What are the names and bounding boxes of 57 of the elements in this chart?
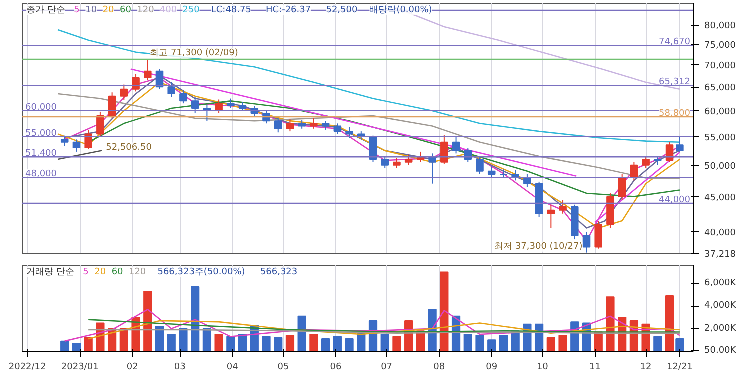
annotation: 52,500 <box>326 6 358 16</box>
y-tick-label: 40,000 <box>704 228 736 238</box>
x-tick-label: 05 <box>278 362 290 372</box>
y-tick-label: 2,000K <box>704 324 738 334</box>
legend-title: 종가 단순 <box>26 6 66 16</box>
text: 250 <box>182 6 200 16</box>
annotation: 566,323주(50.00%) <box>158 268 246 278</box>
y-tick-label: 50,000 <box>704 162 736 172</box>
x-tick-label: 07 <box>381 362 393 372</box>
y-tick-label: 70,000 <box>704 61 736 72</box>
x-tick-label: 12/21 <box>666 362 693 372</box>
x-tick-label: 2023/01 <box>61 362 99 372</box>
ref-line-label: 44,000 <box>659 196 691 206</box>
ref-line-label: 51,400 <box>26 149 58 160</box>
annotation: LC:48.75 <box>211 6 252 16</box>
text: 20 <box>102 6 115 16</box>
y-tick-label: 37,218 <box>704 250 736 260</box>
text: 5 <box>83 268 89 278</box>
x-tick-label: 11 <box>589 362 601 372</box>
text: 60 <box>112 268 124 278</box>
x-tick-label: 2022/12 <box>8 362 46 372</box>
text: 10 <box>86 6 98 16</box>
ref-line-label: 48,000 <box>26 170 58 180</box>
ref-line-label: 58,800 <box>659 108 691 119</box>
legend-title: 거래량 단순 <box>26 268 74 278</box>
x-tick-label: 09 <box>486 362 498 372</box>
x-tick-label: 12 <box>640 362 652 372</box>
x-tick-label: 04 <box>226 362 239 372</box>
x-tick-label: 10 <box>536 362 549 372</box>
y-tick-label: 60,000 <box>704 107 736 118</box>
ref-line-label: 65,312 <box>659 78 691 88</box>
ref-line-label: 55,000 <box>26 128 58 139</box>
annotation: HC:-26.37 <box>266 6 312 16</box>
annotation: 배당락(0.00%) <box>370 6 432 16</box>
ref-line-label: 60,000 <box>26 102 58 113</box>
annotation: 최저 37,300 (10/27) <box>494 242 583 252</box>
x-tick-label: 03 <box>174 362 186 372</box>
text: 400 <box>160 6 178 16</box>
text: 20 <box>94 268 106 278</box>
text: 120 <box>137 6 155 16</box>
y-tick-label: 55,000 <box>704 133 736 144</box>
y-tick-label: 50.00K <box>704 346 738 356</box>
annotation: 52,506.50 <box>106 142 152 153</box>
y-tick-label: 80,000 <box>704 22 736 32</box>
y-tick-label: 6,000K <box>704 278 738 289</box>
x-tick-label: 02 <box>126 362 138 372</box>
x-tick-label: 08 <box>434 362 446 372</box>
text: 120 <box>128 268 146 278</box>
y-tick-label: 75,000 <box>704 40 736 51</box>
text: 5 <box>74 6 80 16</box>
annotation: 566,323 <box>260 268 298 278</box>
x-tick-label: 06 <box>330 362 342 372</box>
text: 60 <box>120 6 132 16</box>
y-tick-label: 65,000 <box>704 84 736 94</box>
annotation: 최고 71,300 (02/09) <box>150 48 238 58</box>
y-tick-label: 4,000K <box>704 301 738 312</box>
y-tick-label: 45,000 <box>704 193 736 204</box>
